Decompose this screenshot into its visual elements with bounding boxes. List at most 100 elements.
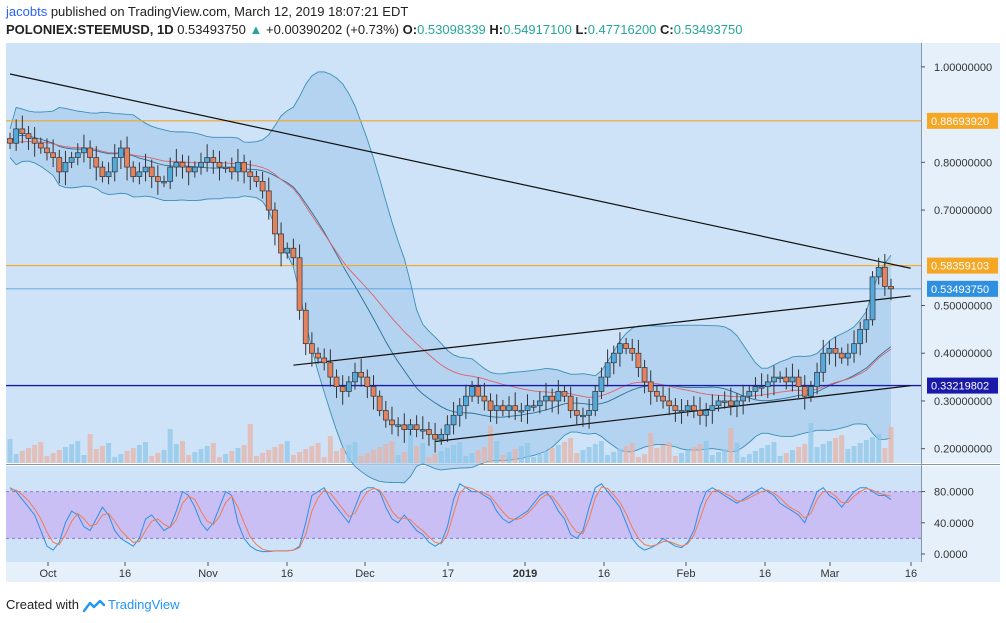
- volume-bar: [771, 442, 777, 463]
- candle-body: [487, 400, 494, 411]
- candle-body: [801, 386, 808, 397]
- price-tag: [927, 280, 998, 297]
- candle-body: [610, 352, 617, 364]
- volume-bar: [180, 441, 186, 463]
- volume-bar: [321, 457, 327, 463]
- candle-body: [808, 386, 814, 397]
- candle-body: [99, 166, 106, 177]
- candle-body: [863, 319, 870, 330]
- volume-bar: [62, 447, 68, 463]
- candle-body: [709, 405, 716, 411]
- bollinger-upper-line: [9, 71, 892, 377]
- stoch-k-line: [9, 483, 892, 553]
- candle-body: [875, 266, 882, 278]
- volume-bar: [266, 450, 272, 463]
- volume-bar: [389, 441, 395, 463]
- candle-body: [727, 400, 734, 407]
- candle-body: [752, 386, 759, 392]
- candle-body: [666, 400, 673, 407]
- candle-body: [555, 391, 562, 402]
- volume-bar: [697, 444, 703, 463]
- candle-body: [580, 414, 586, 418]
- volume-bar: [709, 455, 715, 463]
- candle-body: [500, 405, 506, 411]
- price-tag-label: 0.33219802: [931, 381, 989, 393]
- volume-bar: [580, 450, 586, 463]
- volume-bar: [549, 448, 555, 463]
- candle-body: [382, 410, 389, 421]
- price-tag: [927, 257, 998, 274]
- candle-body: [253, 176, 260, 182]
- candle-body: [512, 405, 519, 411]
- volume-bar: [783, 453, 789, 463]
- candle-body: [204, 157, 210, 163]
- candle-body: [25, 133, 32, 139]
- candle-body: [604, 362, 611, 378]
- volume-bar: [488, 426, 494, 463]
- volume-bar: [377, 447, 383, 463]
- volume-bar: [691, 447, 697, 463]
- volume-bar: [414, 446, 420, 463]
- candle-body: [105, 171, 112, 177]
- candle-body: [450, 414, 457, 426]
- author-link[interactable]: jacobts: [6, 4, 48, 19]
- descending-trendline: [9, 73, 911, 269]
- candle-body: [493, 405, 500, 411]
- candle-body: [352, 371, 358, 383]
- candle-body: [222, 166, 229, 169]
- volume-bar: [229, 451, 235, 463]
- candle-body: [87, 147, 93, 158]
- time-axis-tick-label: Oct: [39, 568, 56, 580]
- candle-body: [826, 348, 833, 354]
- low-label: L:: [575, 22, 588, 37]
- volume-bar: [629, 443, 635, 463]
- volume-bar: [703, 441, 709, 463]
- volume-bar: [525, 443, 531, 463]
- candle-body: [641, 367, 648, 383]
- candle-body: [573, 410, 580, 416]
- candle-body: [456, 405, 463, 416]
- symbol-label[interactable]: POLONIEX:STEEMUSD, 1D: [6, 22, 174, 37]
- candle-body: [278, 233, 284, 254]
- candle-body: [241, 161, 247, 173]
- volume-bar: [876, 434, 882, 463]
- volume-bar: [679, 453, 685, 463]
- price-tag-label: 0.88693920: [931, 116, 989, 128]
- candle-body: [56, 157, 63, 173]
- volume-bar: [56, 450, 62, 463]
- volume-bar: [278, 444, 284, 463]
- volume-bar: [223, 454, 229, 463]
- volume-bar: [481, 447, 487, 463]
- last-price: 0.53493750: [177, 22, 246, 37]
- candle-body: [795, 376, 802, 387]
- candle-body: [475, 386, 482, 397]
- volume-bar: [106, 443, 112, 463]
- volume-bar: [796, 447, 802, 463]
- volume-bar: [93, 449, 99, 463]
- tradingview-brand[interactable]: TradingView: [108, 597, 180, 612]
- candle-body: [284, 247, 291, 254]
- candle-body: [703, 410, 710, 416]
- volume-bar: [555, 445, 561, 463]
- tradingview-logo-icon[interactable]: [82, 597, 108, 612]
- volume-bar: [13, 454, 19, 463]
- volume-bar: [401, 452, 407, 463]
- candle-body: [820, 352, 827, 373]
- candle-body: [185, 166, 192, 173]
- volume-bar: [642, 454, 648, 463]
- candle-body: [536, 400, 543, 407]
- volume-bar: [186, 455, 192, 463]
- candle-body: [654, 391, 660, 397]
- candle-body: [777, 376, 783, 379]
- volume-bar: [531, 457, 537, 463]
- volume-bar: [777, 456, 783, 463]
- candle-body: [333, 376, 340, 387]
- time-axis-tick-label: 16: [905, 568, 917, 580]
- volume-bar: [69, 444, 75, 463]
- volume-bar: [851, 446, 857, 463]
- volume-bar: [802, 444, 808, 463]
- volume-bar: [561, 442, 567, 463]
- candle-body: [315, 352, 321, 359]
- candle-body: [247, 171, 254, 177]
